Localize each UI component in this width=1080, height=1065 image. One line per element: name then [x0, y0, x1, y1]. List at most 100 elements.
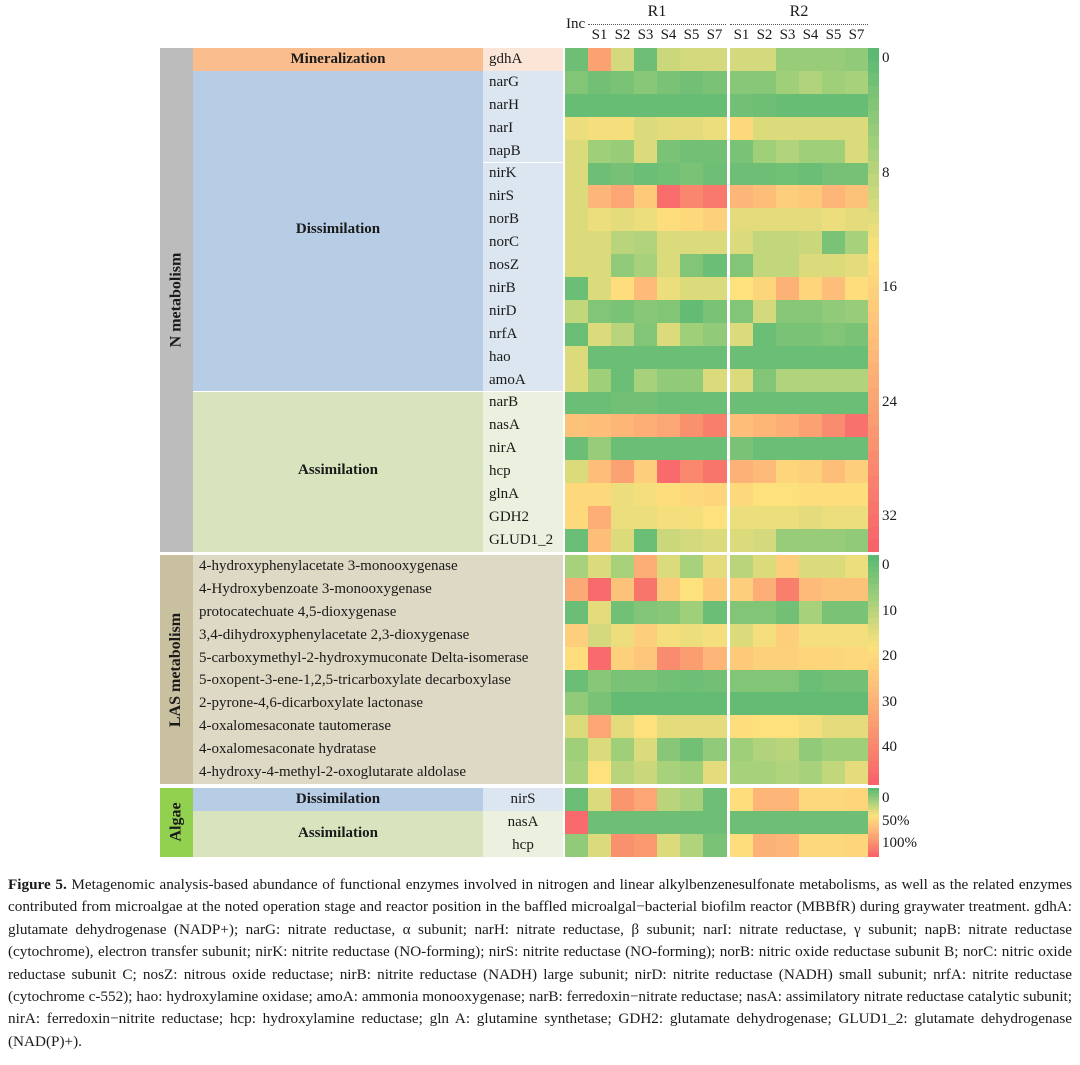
- heatmap-cell: [730, 483, 754, 507]
- heatmap-cell: [657, 623, 681, 648]
- heatmap-cell: [634, 506, 658, 530]
- heatmap-cell: [611, 460, 635, 484]
- heatmap-cell: [680, 368, 704, 392]
- heatmap-cell: [799, 70, 823, 95]
- legend-gradient-segment: [868, 715, 879, 722]
- heatmap-cell: [565, 623, 589, 648]
- legend-gradient-segment: [868, 680, 879, 688]
- legend-gradient-segment: [868, 325, 879, 339]
- heatmap-cell: [588, 70, 612, 95]
- heatmap-cell: [776, 646, 800, 670]
- heatmap-cell: [634, 623, 658, 648]
- heatmap-cell: [776, 555, 800, 579]
- legend-gradient-segment: [868, 566, 879, 573]
- heatmap-cell: [799, 345, 823, 370]
- heatmap-cell: [703, 692, 727, 716]
- legend-gradient-segment: [868, 161, 879, 175]
- heatmap-cell: [776, 322, 800, 347]
- gene-label-nirs: nirS: [483, 185, 563, 209]
- heatmap-cell: [634, 299, 658, 324]
- legend-gradient-segment: [868, 388, 879, 402]
- heatmap-cell: [776, 391, 800, 415]
- heatmap-cell: [611, 322, 635, 347]
- heatmap-cell: [753, 692, 777, 716]
- gene-label-narb: narB: [483, 391, 563, 415]
- enzyme-label: 4-hydroxyphenylacetate 3-monooxygenase: [199, 557, 458, 574]
- column-group-divider: [730, 24, 868, 25]
- heatmap-cell: [565, 669, 589, 693]
- heatmap-cell: [703, 185, 727, 209]
- legend-gradient-segment: [868, 732, 879, 739]
- legend-gradient-segment: [868, 793, 879, 796]
- enzyme-label: 5-oxopent-3-ene-1,2,5-tricarboxylate dec…: [199, 672, 511, 689]
- legend-tick-label: 20: [882, 648, 897, 664]
- legend-gradient-segment: [868, 755, 879, 762]
- heatmap-cell: [565, 254, 589, 278]
- heatmap-cell: [680, 322, 704, 347]
- legend-gradient-segment: [868, 841, 879, 844]
- gene-label-nirk: nirK: [483, 162, 563, 186]
- heatmap-cell: [753, 48, 777, 72]
- heatmap-cell: [588, 577, 612, 602]
- heatmap-cell: [799, 391, 823, 415]
- heatmap-cell: [822, 810, 846, 835]
- heatmap-cell: [634, 116, 658, 141]
- legend-gradient-segment: [868, 337, 879, 351]
- legend-gradient-segment: [868, 400, 879, 414]
- gene-label-hcp: hcp: [483, 833, 563, 857]
- enzyme-label: 2-pyrone-4,6-dicarboxylate lactonase: [199, 695, 424, 712]
- heatmap-cell: [730, 254, 754, 278]
- legend-gradient-segment: [868, 577, 879, 585]
- heatmap-cell: [588, 623, 612, 648]
- legend-gradient-segment: [868, 572, 879, 579]
- legend-gradient-segment: [868, 560, 879, 568]
- gene-label-hcp: hcp: [483, 460, 563, 484]
- heatmap-cell: [611, 483, 635, 507]
- heatmap-cell: [753, 788, 777, 812]
- legend-gradient-segment: [868, 211, 879, 225]
- legend-gradient-segment: [868, 612, 879, 619]
- heatmap-cell: [588, 788, 612, 812]
- heatmap-cell: [799, 93, 823, 118]
- legend-gradient-segment: [868, 703, 879, 711]
- figure-caption: Figure 5. Metagenomic analysis-based abu…: [8, 874, 1072, 1053]
- legend-gradient-segment: [868, 836, 879, 839]
- heatmap-cell: [822, 322, 846, 347]
- legend-gradient-segment: [868, 789, 879, 793]
- legend-gradient-segment: [868, 842, 879, 846]
- gene-label-norb: norB: [483, 208, 563, 232]
- heatmap-cell: [703, 810, 727, 835]
- heatmap-cell: [657, 555, 681, 579]
- legend-gradient-segment: [868, 778, 879, 785]
- heatmap-cell: [565, 299, 589, 324]
- heatmap-cell: [753, 93, 777, 118]
- legend-gradient-segment: [868, 136, 879, 150]
- heatmap-cell: [565, 483, 589, 507]
- heatmap-cell: [657, 277, 681, 301]
- heatmap-cell: [753, 185, 777, 209]
- heatmap-cell: [845, 162, 869, 186]
- heatmap-cell: [588, 761, 612, 785]
- heatmap-cell: [611, 761, 635, 785]
- gene-label-nosz: nosZ: [483, 254, 563, 277]
- legend-gradient-segment: [868, 663, 879, 671]
- heatmap-cell: [753, 623, 777, 648]
- heatmap-cell: [776, 437, 800, 461]
- heatmap-cell: [845, 231, 869, 255]
- heatmap-cell: [657, 322, 681, 347]
- heatmap-cell: [611, 208, 635, 232]
- heatmap-cell: [703, 738, 727, 762]
- heatmap-cell: [657, 715, 681, 739]
- heatmap-cell: [703, 414, 727, 438]
- heatmap-cell: [588, 646, 612, 670]
- heatmap-cell: [822, 833, 846, 858]
- heatmap-cell: [634, 600, 658, 625]
- heatmap-cell: [776, 299, 800, 324]
- heatmap-cell: [611, 528, 635, 553]
- heatmap-cell: [845, 368, 869, 392]
- heatmap-cell: [730, 555, 754, 579]
- legend-gradient-segment: [868, 824, 879, 827]
- legend-gradient-segment: [868, 173, 879, 188]
- heatmap-cell: [730, 116, 754, 141]
- heatmap-cell: [565, 116, 589, 141]
